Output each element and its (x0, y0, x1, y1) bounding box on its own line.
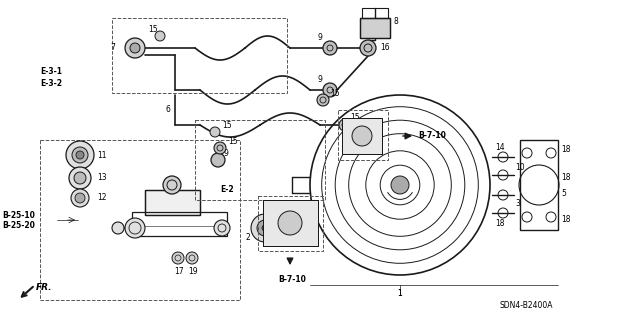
Text: B-25-20: B-25-20 (2, 221, 35, 231)
Circle shape (251, 214, 279, 242)
Text: 18: 18 (561, 173, 570, 182)
Bar (258, 196, 323, 251)
Circle shape (125, 38, 145, 58)
Circle shape (71, 189, 89, 207)
Circle shape (75, 193, 85, 203)
Text: E-2: E-2 (220, 186, 234, 195)
Text: B-7-10: B-7-10 (418, 131, 446, 140)
Text: 11: 11 (97, 151, 106, 160)
Text: 5: 5 (561, 189, 566, 197)
Text: 15: 15 (222, 122, 232, 130)
Text: FR.: FR. (36, 284, 52, 293)
Circle shape (257, 220, 273, 236)
Circle shape (278, 211, 302, 235)
Circle shape (352, 126, 372, 146)
Bar (112, 18, 287, 93)
Circle shape (391, 176, 409, 194)
Text: 15: 15 (350, 114, 360, 122)
Text: E-3-1: E-3-1 (40, 68, 62, 77)
Bar (520, 140, 558, 230)
Text: 17: 17 (174, 268, 184, 277)
Text: 12: 12 (97, 194, 106, 203)
Bar (342, 118, 382, 154)
Text: 15: 15 (148, 26, 157, 34)
Text: 6: 6 (165, 106, 170, 115)
Circle shape (186, 252, 198, 264)
Text: 9: 9 (318, 76, 323, 85)
Text: 18: 18 (561, 216, 570, 225)
Bar (360, 18, 390, 38)
Text: 1: 1 (397, 288, 403, 298)
Circle shape (339, 119, 351, 131)
Circle shape (130, 43, 140, 53)
Circle shape (360, 40, 376, 56)
Circle shape (323, 41, 337, 55)
Text: 9: 9 (223, 149, 228, 158)
Circle shape (66, 141, 94, 169)
Circle shape (125, 218, 145, 238)
Text: 18: 18 (495, 219, 504, 227)
Text: 16: 16 (380, 43, 390, 53)
Text: 1: 1 (397, 288, 403, 298)
Circle shape (172, 252, 184, 264)
Text: 15: 15 (330, 88, 340, 98)
Text: 18: 18 (561, 145, 570, 154)
Bar (132, 212, 227, 236)
Circle shape (74, 172, 86, 184)
Circle shape (262, 225, 268, 231)
Bar (360, 18, 390, 38)
Circle shape (155, 31, 165, 41)
Bar (263, 200, 318, 246)
Bar (342, 118, 382, 154)
Text: SDN4-B2400A: SDN4-B2400A (500, 300, 554, 309)
Text: B-25-10: B-25-10 (2, 211, 35, 219)
Polygon shape (145, 190, 200, 215)
Bar (40, 140, 240, 300)
Circle shape (214, 220, 230, 236)
Text: B-7-10: B-7-10 (278, 276, 306, 285)
Circle shape (317, 94, 329, 106)
Text: 13: 13 (97, 174, 107, 182)
Text: 2: 2 (245, 234, 250, 242)
Text: 8: 8 (393, 18, 397, 26)
Circle shape (72, 147, 88, 163)
Circle shape (76, 151, 84, 159)
Text: 4: 4 (262, 205, 268, 214)
Text: 15: 15 (228, 137, 237, 145)
Circle shape (214, 142, 226, 154)
Text: 10: 10 (515, 162, 525, 172)
Bar (195, 120, 325, 200)
Bar (362, 8, 388, 18)
Circle shape (323, 83, 337, 97)
Circle shape (210, 127, 220, 137)
Text: 9: 9 (318, 33, 323, 42)
Text: 19: 19 (188, 268, 198, 277)
Circle shape (69, 167, 91, 189)
Text: E-3-2: E-3-2 (40, 79, 62, 88)
Bar (145, 190, 200, 215)
Text: 7: 7 (110, 43, 115, 53)
Bar (338, 110, 388, 160)
Text: 14: 14 (495, 143, 504, 152)
Circle shape (112, 222, 124, 234)
Text: 3: 3 (515, 198, 520, 207)
Circle shape (163, 176, 181, 194)
Bar (263, 200, 318, 246)
Circle shape (211, 153, 225, 167)
